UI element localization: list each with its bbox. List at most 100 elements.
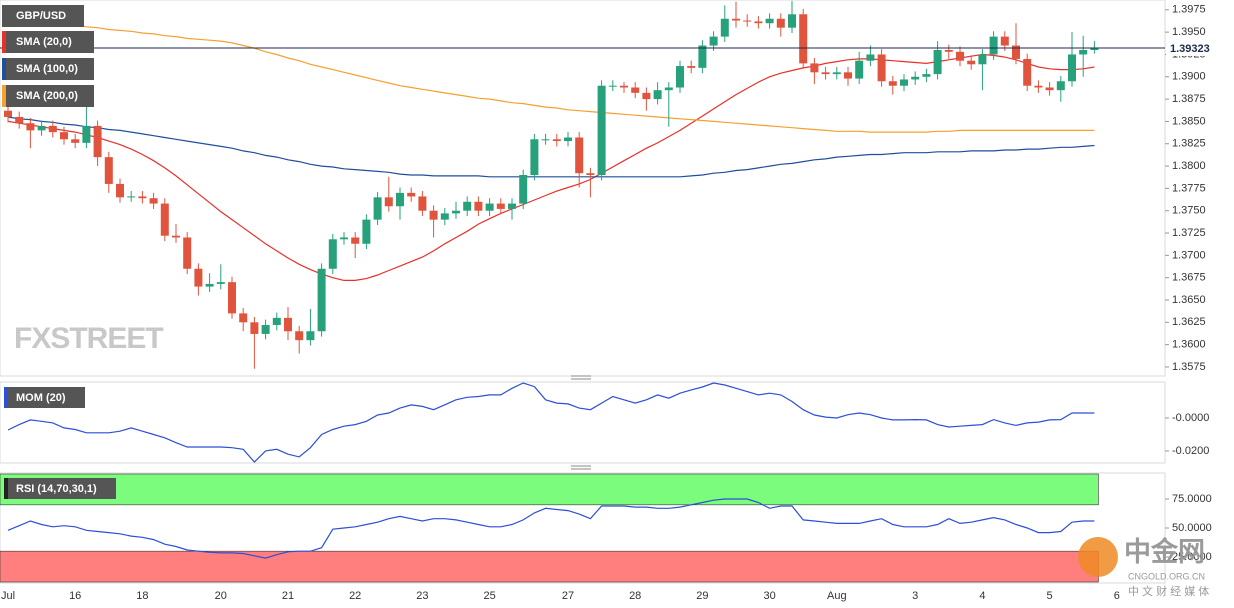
legend-label: SMA (20,0) <box>16 36 72 48</box>
candle-body <box>1068 54 1076 82</box>
x-tick-label: 18 <box>136 590 148 602</box>
watermark-site: CNGOLD.ORG.CN <box>1128 571 1205 581</box>
candle-body <box>474 201 483 211</box>
candle-body <box>317 268 326 332</box>
y-tick-label: 50.0000 <box>1172 522 1212 534</box>
legend-label: MOM (20) <box>16 392 66 404</box>
x-tick-label: 29 <box>696 590 708 602</box>
candle-body <box>866 54 875 61</box>
watermark-logo: 中金网 <box>1124 536 1205 567</box>
y-tick-label: 1.3850 <box>1172 115 1206 127</box>
candle-body <box>71 139 80 143</box>
legend-box <box>2 58 94 80</box>
candle-body <box>888 81 897 86</box>
mom-panel <box>0 381 1166 464</box>
indicator-line <box>7 18 1095 133</box>
candle-body <box>541 139 550 141</box>
candle-body <box>642 92 651 100</box>
candle-body <box>205 283 214 287</box>
candle-body <box>172 235 180 238</box>
candle-body <box>653 90 662 100</box>
candle-body <box>709 36 718 46</box>
candle-body <box>1045 87 1054 91</box>
candle-body <box>765 18 774 24</box>
indicator-line <box>7 382 1095 463</box>
candle-body <box>586 173 595 175</box>
x-tick-label: 27 <box>562 590 574 602</box>
legend-box <box>2 31 94 53</box>
legend-label: RSI (14,70,30,1) <box>16 483 97 495</box>
candle-body <box>687 66 696 68</box>
y-tick-label: 25.0000 <box>1172 551 1212 563</box>
y-tick-label: -0.0000 <box>1172 412 1209 424</box>
candle-body <box>362 219 371 244</box>
candle-body <box>788 14 796 28</box>
candle-body <box>821 72 830 75</box>
y-tick-label: 1.3750 <box>1172 205 1206 217</box>
rsi-band <box>0 473 1099 506</box>
candle-body <box>597 85 606 175</box>
candle-body <box>799 14 808 64</box>
candle-body <box>407 192 416 197</box>
y-tick-label: 1.3975 <box>1172 4 1206 16</box>
y-tick-label: 1.3575 <box>1172 361 1206 373</box>
candle-body <box>956 51 964 61</box>
x-tick-label: 23 <box>416 590 428 602</box>
candle-body <box>911 76 920 80</box>
candle-body <box>295 331 304 341</box>
x-tick-label: Aug <box>827 590 847 602</box>
x-tick-label: 4 <box>979 590 985 602</box>
panel-grip <box>571 375 591 470</box>
y-tick-label: 1.3625 <box>1172 316 1206 328</box>
candle-body <box>732 18 740 21</box>
x-tick-label: Jul <box>1 590 15 602</box>
x-tick-label: 30 <box>763 590 775 602</box>
candle-body <box>328 239 337 269</box>
candle-body <box>127 196 136 198</box>
candle-body <box>676 66 684 88</box>
candle-body <box>575 137 584 174</box>
candle-body <box>496 203 505 209</box>
candle-body <box>149 198 158 204</box>
candle-body <box>463 201 472 211</box>
candle-body <box>26 123 35 131</box>
candle-body <box>351 237 360 244</box>
candle-body <box>429 210 438 220</box>
legend-label: SMA (200,0) <box>16 90 78 102</box>
candle-body <box>37 125 46 131</box>
y-tick-label: 1.3600 <box>1172 339 1206 351</box>
last-price-label: 1.39323 <box>1170 43 1210 55</box>
y-tick-label: 1.3725 <box>1172 227 1206 239</box>
candle-body <box>877 54 886 82</box>
candle-body <box>552 139 561 142</box>
y-tick-label: 1.3700 <box>1172 249 1206 261</box>
candle-body <box>104 157 113 184</box>
y-tick-label: 1.3675 <box>1172 272 1206 284</box>
legend-swatch <box>2 85 6 107</box>
y-tick-label: 75.0000 <box>1172 493 1212 505</box>
candle-body <box>160 203 169 236</box>
candle-body <box>620 85 628 88</box>
watermark-tagline: 中 文 财 经 媒 体 <box>1128 584 1209 598</box>
y-tick-label: 1.3875 <box>1172 93 1206 105</box>
candle-body <box>989 36 998 55</box>
candle-body <box>900 79 908 86</box>
candle-body <box>1034 85 1043 88</box>
indicator-line <box>7 116 1095 178</box>
candle-body <box>698 45 707 68</box>
x-tick-label: 22 <box>349 590 361 602</box>
legend-box <box>2 5 84 27</box>
indicator-line <box>7 498 1095 559</box>
candle-body <box>373 197 382 220</box>
candle-body <box>284 317 292 332</box>
y-tick-label: 1.3950 <box>1172 26 1206 38</box>
candle-body <box>922 74 931 77</box>
x-tick-label: 5 <box>1047 590 1053 602</box>
rsi-band <box>0 550 1099 583</box>
y-tick-label: 1.3775 <box>1172 182 1206 194</box>
candle-body <box>967 60 976 65</box>
candle-body <box>608 85 617 87</box>
candle-body <box>1012 45 1020 59</box>
x-tick-label: 3 <box>912 590 918 602</box>
